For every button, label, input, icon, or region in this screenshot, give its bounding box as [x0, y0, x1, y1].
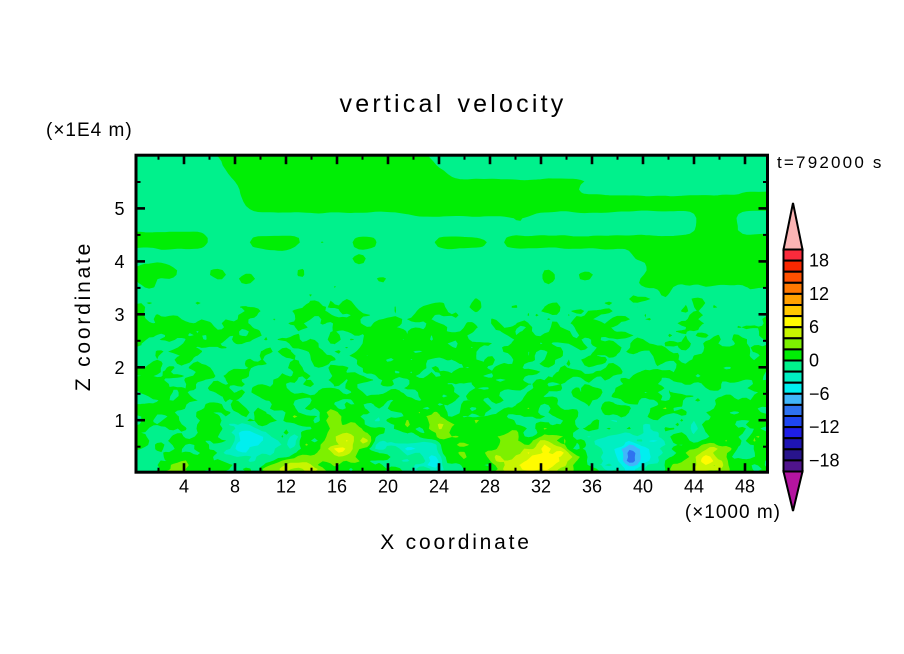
svg-text:36: 36 [582, 477, 602, 497]
svg-text:12: 12 [276, 477, 296, 497]
svg-text:6: 6 [809, 317, 819, 337]
svg-text:Z coordinate: Z coordinate [72, 241, 95, 391]
svg-text:0: 0 [809, 351, 819, 371]
svg-text:18: 18 [809, 251, 829, 271]
svg-text:24: 24 [429, 477, 449, 497]
svg-text:vertical velocity: vertical velocity [340, 90, 567, 118]
svg-text:3: 3 [114, 305, 124, 325]
svg-text:4: 4 [114, 252, 124, 272]
svg-text:44: 44 [684, 477, 704, 497]
svg-text:−18: −18 [809, 450, 840, 470]
svg-text:5: 5 [114, 199, 124, 219]
svg-text:−6: −6 [809, 384, 830, 404]
svg-text:20: 20 [378, 477, 398, 497]
svg-text:t=792000 s: t=792000 s [777, 153, 884, 172]
svg-text:−12: −12 [809, 417, 840, 437]
svg-text:(×1E4 m): (×1E4 m) [46, 120, 133, 141]
svg-text:8: 8 [230, 477, 240, 497]
svg-text:4: 4 [179, 477, 189, 497]
svg-text:2: 2 [114, 358, 124, 378]
svg-text:12: 12 [809, 284, 829, 304]
svg-text:(×1000 m): (×1000 m) [685, 502, 781, 523]
svg-text:X coordinate: X coordinate [380, 531, 532, 554]
svg-text:1: 1 [114, 411, 124, 431]
svg-text:28: 28 [480, 477, 500, 497]
svg-text:32: 32 [531, 477, 551, 497]
svg-text:40: 40 [633, 477, 653, 497]
svg-text:48: 48 [735, 477, 755, 497]
svg-text:16: 16 [327, 477, 347, 497]
